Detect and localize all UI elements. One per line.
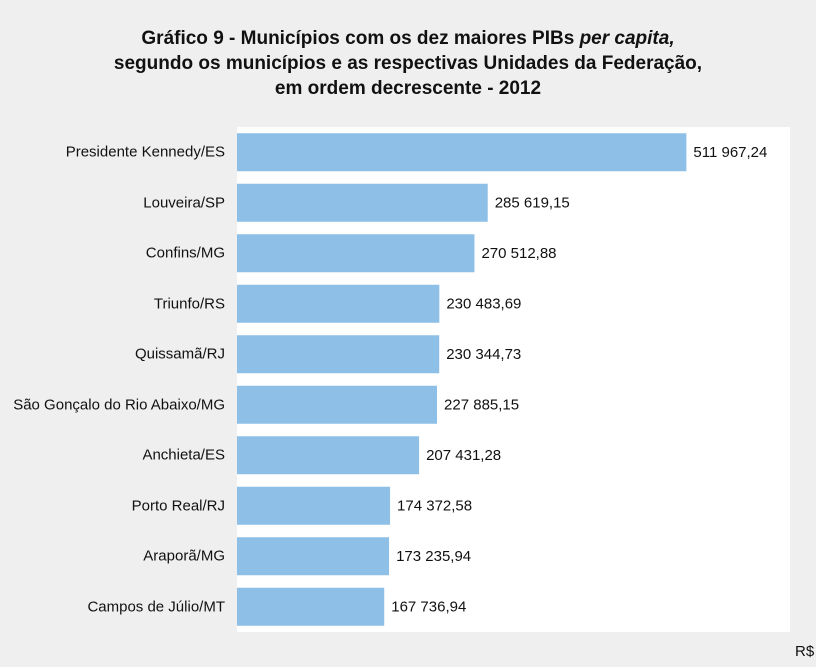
unit-label: R$ <box>795 643 815 660</box>
bar <box>237 486 391 525</box>
category-label: Quissamã/RJ <box>134 345 225 363</box>
value-label: 230 344,73 <box>446 346 521 363</box>
category-label: Triunfo/RS <box>153 295 225 313</box>
category-label: Campos de Júlio/MT <box>87 598 225 616</box>
title-line: em ordem decrescente - 2012 <box>274 78 542 99</box>
category-label: Louveira/SP <box>143 194 225 212</box>
category-label: Anchieta/ES <box>142 446 225 464</box>
category-label: Confins/MG <box>145 244 225 262</box>
title-line: Gráfico 9 - Municípios com os dez maiore… <box>141 28 575 49</box>
bar <box>237 436 420 475</box>
value-label: 285 619,15 <box>495 195 570 212</box>
bar <box>237 385 438 424</box>
value-label: 167 736,94 <box>391 599 466 616</box>
value-label: 174 372,58 <box>397 498 472 515</box>
value-label: 207 431,28 <box>426 447 501 464</box>
category-label: Araporã/MG <box>143 547 225 565</box>
bar <box>237 133 687 172</box>
bar <box>237 284 440 323</box>
value-label: 227 885,15 <box>444 397 519 414</box>
bar <box>237 183 488 222</box>
value-label: 511 967,24 <box>693 144 767 161</box>
value-label: 230 483,69 <box>446 296 521 313</box>
bar <box>237 335 440 374</box>
title-italic: per capita, <box>579 28 675 49</box>
value-label: 173 235,94 <box>396 548 471 565</box>
title-line: segundo os municípios e as respectivas U… <box>113 53 703 74</box>
bar <box>237 537 390 576</box>
chart-title: Gráfico 9 - Municípios com os dez maiore… <box>0 26 816 101</box>
category-label: Presidente Kennedy/ES <box>65 143 225 161</box>
category-label: São Gonçalo do Rio Abaixo/MG <box>13 396 225 414</box>
bar <box>237 234 475 273</box>
category-label: Porto Real/RJ <box>131 497 225 515</box>
value-label: 270 512,88 <box>481 245 556 262</box>
bar <box>237 587 385 626</box>
